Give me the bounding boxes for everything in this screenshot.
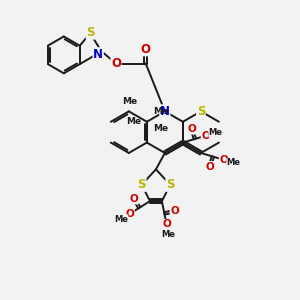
Text: N: N (93, 48, 103, 61)
Text: Me: Me (162, 230, 176, 239)
Text: Me: Me (126, 117, 142, 126)
Text: O: O (162, 219, 171, 230)
Text: O: O (111, 57, 121, 70)
Text: O: O (201, 131, 210, 141)
Text: O: O (141, 43, 151, 56)
Text: Me: Me (153, 107, 169, 116)
Text: O: O (219, 155, 228, 165)
Text: O: O (170, 206, 179, 216)
Text: O: O (188, 124, 196, 134)
Text: S: S (86, 26, 95, 39)
Text: Me: Me (208, 128, 223, 137)
Text: S: S (137, 178, 146, 191)
Text: Me: Me (226, 158, 241, 167)
Text: O: O (130, 194, 138, 204)
Text: O: O (206, 161, 214, 172)
Text: Me: Me (122, 97, 137, 106)
Text: Me: Me (153, 124, 169, 133)
Text: Me: Me (114, 215, 128, 224)
Text: O: O (125, 209, 134, 219)
Text: N: N (160, 105, 170, 118)
Text: S: S (166, 178, 175, 191)
Text: S: S (196, 105, 205, 118)
